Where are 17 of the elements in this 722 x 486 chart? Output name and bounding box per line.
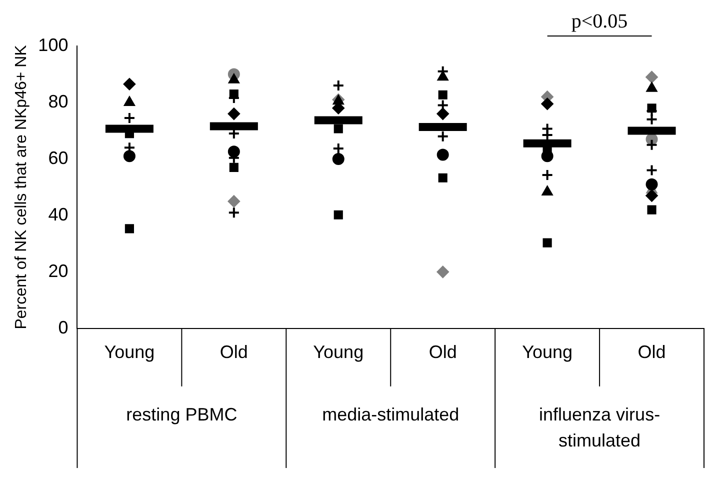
text: p<0.05 <box>571 10 628 32</box>
text: resting PBMC <box>126 404 238 424</box>
y-tick-label: 40 <box>48 204 68 224</box>
x-tick-label: Old <box>220 342 248 362</box>
x-tick-label: Young <box>104 342 155 362</box>
y-tick-label: 100 <box>38 34 68 55</box>
x-tick-label: Young <box>522 342 573 362</box>
text: influenza virus-stimulated <box>539 404 660 450</box>
y-tick-label: 60 <box>48 148 68 168</box>
x-tick-label: Old <box>638 342 666 362</box>
y-tick-label: 0 <box>58 317 68 338</box>
y-tick-label: 80 <box>48 91 68 112</box>
y-tick-label: 20 <box>48 260 68 281</box>
x-tick-label: Old <box>428 342 457 362</box>
text: media-stimulated <box>322 404 460 424</box>
y-axis-title: Percent of NK cells that are NKp46+ NK <box>13 44 30 330</box>
x-tick-label: Young <box>313 342 364 362</box>
